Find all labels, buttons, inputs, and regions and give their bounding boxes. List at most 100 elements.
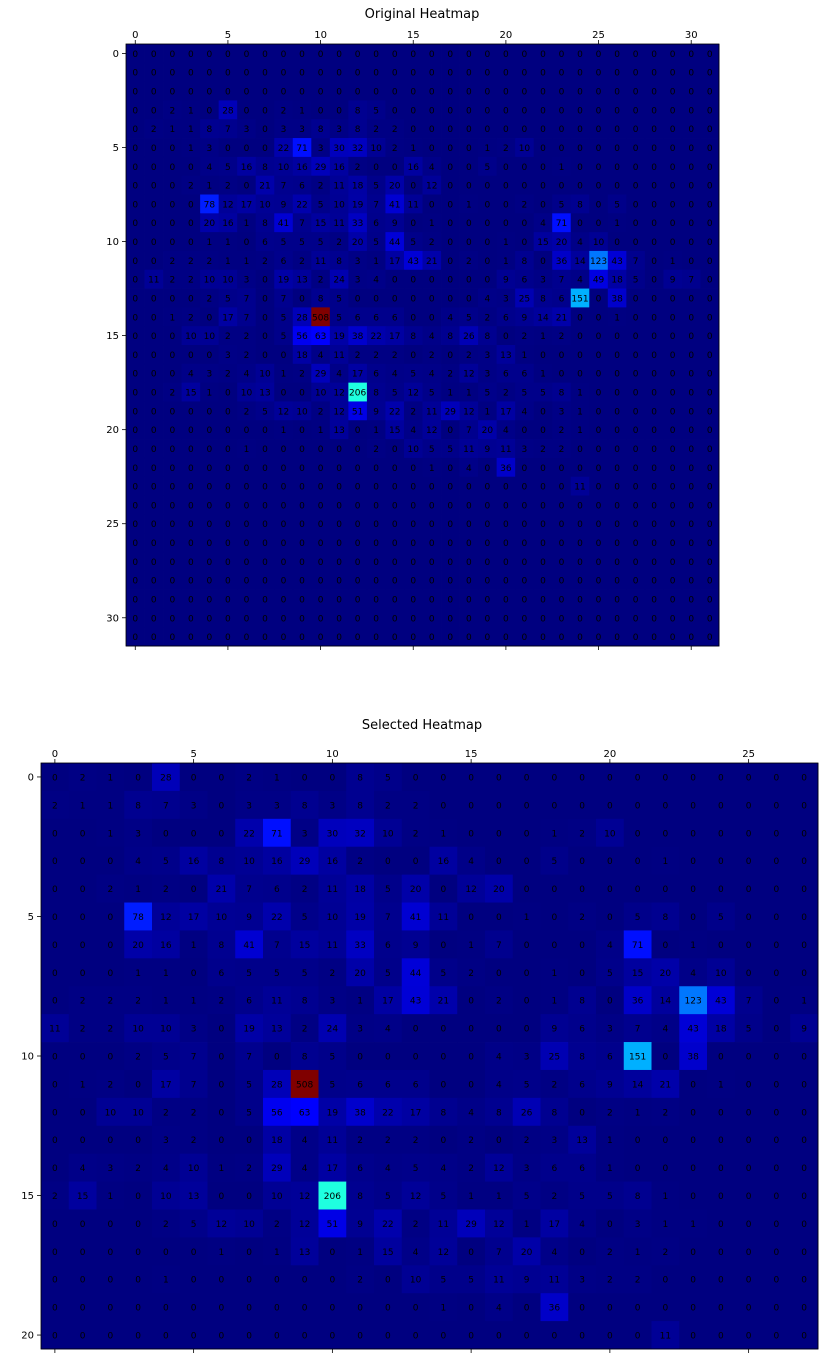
- heatmap-cell: [385, 269, 405, 289]
- cell-value-label: 0: [522, 558, 528, 568]
- heatmap-cell: [679, 874, 708, 903]
- heatmap-cell: [540, 1237, 569, 1266]
- cell-value-label: 0: [188, 351, 194, 361]
- cell-value-label: 17: [549, 1220, 560, 1230]
- heatmap-cell: [346, 846, 375, 876]
- heatmap-cell: [263, 874, 292, 903]
- heatmap-cell: [237, 345, 257, 365]
- cell-value-label: 9: [503, 276, 509, 286]
- cell-value-label: 0: [707, 257, 713, 267]
- heatmap-cell: [512, 1014, 541, 1043]
- cell-value-label: 71: [632, 941, 643, 951]
- cell-value-label: 43: [410, 997, 421, 1007]
- heatmap-cell: [623, 930, 652, 959]
- cell-value-label: 0: [633, 614, 639, 624]
- cell-value-label: 4: [318, 351, 324, 361]
- cell-value-label: 5: [552, 857, 558, 867]
- heatmap-cell: [790, 1042, 819, 1071]
- cell-value-label: 0: [633, 219, 639, 229]
- heatmap-cell: [329, 570, 349, 590]
- heatmap-cell: [348, 44, 368, 64]
- cell-value-label: 0: [447, 88, 453, 98]
- heatmap-cell: [762, 846, 791, 876]
- cell-value-label: 16: [333, 163, 345, 173]
- heatmap-cell: [96, 1153, 125, 1182]
- cell-value-label: 0: [151, 219, 157, 229]
- heatmap-cell: [589, 401, 609, 421]
- heatmap-cell: [385, 627, 405, 647]
- cell-value-label: 0: [188, 50, 194, 60]
- heatmap-cell: [790, 846, 819, 876]
- cell-value-label: 0: [540, 520, 546, 530]
- heatmap-cell: [152, 958, 181, 987]
- heatmap-cell: [663, 269, 683, 289]
- cell-value-label: 1: [801, 997, 807, 1007]
- heatmap-cell: [200, 250, 220, 271]
- heatmap-cell: [790, 874, 819, 903]
- cell-value-label: 0: [207, 483, 213, 493]
- cell-value-label: 0: [801, 1136, 807, 1146]
- heatmap-cell: [255, 401, 275, 421]
- cell-value-label: 0: [429, 294, 435, 304]
- cell-value-label: 0: [151, 294, 157, 304]
- heatmap-cell: [626, 476, 646, 496]
- cell-value-label: 9: [607, 1080, 613, 1090]
- cell-value-label: 0: [746, 1192, 752, 1202]
- cell-value-label: 0: [188, 445, 194, 455]
- heatmap-cell: [68, 1181, 97, 1210]
- heatmap-cell: [144, 81, 164, 101]
- heatmap-cell: [762, 1237, 791, 1266]
- cell-value-label: 10: [370, 144, 382, 154]
- heatmap-cell: [457, 763, 486, 792]
- heatmap-cell: [237, 307, 257, 327]
- heatmap-cell: [496, 138, 516, 158]
- cell-value-label: 2: [559, 426, 565, 436]
- cell-value-label: 0: [135, 1304, 141, 1314]
- cell-value-label: 0: [707, 595, 713, 605]
- heatmap-cell: [401, 874, 430, 903]
- cell-value-label: 10: [132, 1108, 144, 1118]
- cell-value-label: 2: [484, 313, 490, 323]
- heatmap-cell: [734, 1209, 763, 1238]
- heatmap-cell: [41, 1042, 70, 1071]
- cell-value-label: 0: [670, 539, 676, 549]
- cell-value-label: 1: [163, 997, 169, 1007]
- heatmap-cell: [700, 439, 720, 459]
- cell-value-label: 0: [522, 483, 528, 493]
- heatmap-cell: [274, 476, 294, 496]
- cell-value-label: 0: [132, 163, 138, 173]
- cell-value-label: 0: [135, 1248, 141, 1258]
- cell-value-label: 12: [463, 370, 474, 380]
- heatmap-cell: [403, 81, 423, 101]
- cell-value-label: 11: [148, 276, 159, 286]
- heatmap-cell: [255, 495, 275, 515]
- cell-value-label: 0: [670, 445, 676, 455]
- cell-value-label: 0: [577, 614, 583, 624]
- heatmap-cell: [96, 1209, 125, 1238]
- heatmap-cell: [496, 194, 516, 214]
- heatmap-cell: [533, 138, 553, 158]
- cell-value-label: 0: [191, 829, 197, 839]
- heatmap-cell: [144, 363, 164, 384]
- heatmap-cell: [485, 1153, 514, 1182]
- cell-value-label: 0: [52, 1108, 58, 1118]
- heatmap-cell: [568, 818, 597, 848]
- cell-value-label: 6: [522, 370, 528, 380]
- cell-value-label: 1: [468, 941, 474, 951]
- heatmap-cell: [292, 100, 312, 120]
- cell-value-label: 0: [413, 1332, 419, 1342]
- cell-value-label: 30: [333, 144, 345, 154]
- heatmap-cell: [533, 81, 553, 101]
- cell-value-label: 0: [718, 1164, 724, 1174]
- cell-value-label: 0: [336, 501, 342, 511]
- cell-value-label: 0: [579, 1332, 585, 1342]
- heatmap-cell: [478, 44, 498, 64]
- cell-value-label: 11: [493, 1276, 504, 1286]
- heatmap-cell: [237, 100, 257, 120]
- heatmap-cell: [734, 1181, 763, 1210]
- heatmap-cell: [163, 119, 182, 139]
- cell-value-label: 0: [577, 558, 583, 568]
- heatmap-cell: [644, 401, 664, 421]
- cell-value-label: 8: [219, 941, 225, 951]
- heatmap-cell: [478, 363, 498, 384]
